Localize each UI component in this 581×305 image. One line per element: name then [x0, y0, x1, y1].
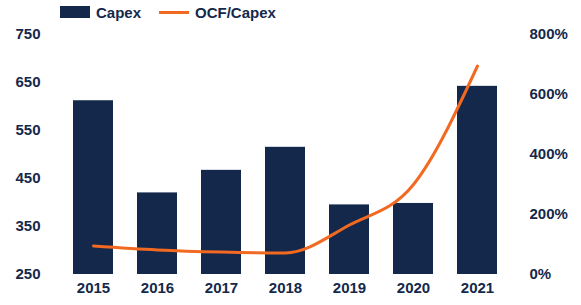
svg-text:2017: 2017 — [205, 279, 238, 296]
svg-text:650: 650 — [15, 73, 40, 90]
svg-text:750: 750 — [15, 25, 40, 42]
svg-text:2016: 2016 — [141, 279, 174, 296]
svg-text:250: 250 — [15, 265, 40, 282]
svg-text:450: 450 — [15, 169, 40, 186]
svg-text:2015: 2015 — [77, 279, 110, 296]
svg-text:200%: 200% — [530, 205, 568, 222]
svg-text:2018: 2018 — [269, 279, 302, 296]
svg-text:550: 550 — [15, 121, 40, 138]
html-text:OCF/Capex: OCF/Capex — [195, 3, 276, 21]
svg-text:2021: 2021 — [461, 279, 494, 296]
svg-text:350: 350 — [15, 217, 40, 234]
svg-text:2020: 2020 — [397, 279, 430, 296]
svg-text:800%: 800% — [530, 25, 568, 42]
html-text:Capex: Capex — [96, 3, 141, 21]
svg-text:600%: 600% — [530, 85, 568, 102]
svg-text:2019: 2019 — [333, 279, 366, 296]
svg-text:400%: 400% — [530, 145, 568, 162]
svg-text:0%: 0% — [530, 265, 552, 282]
